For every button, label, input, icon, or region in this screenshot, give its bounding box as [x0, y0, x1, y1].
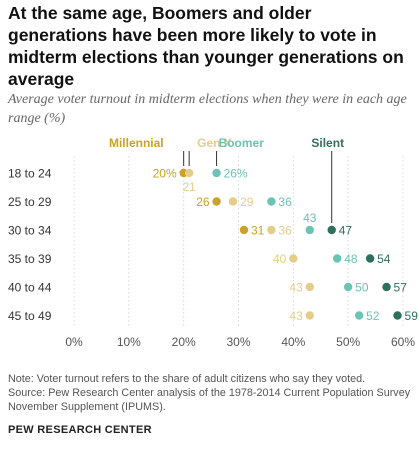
legend-label: Boomer — [219, 136, 265, 150]
data-label: 21 — [182, 180, 196, 194]
category-label: 25 to 29 — [8, 195, 52, 209]
data-label: 31 — [251, 224, 265, 238]
x-tick-label: 30% — [226, 335, 250, 349]
category-label: 30 to 34 — [8, 224, 52, 238]
data-label: 54 — [377, 252, 391, 266]
category-label: 45 to 49 — [8, 309, 52, 323]
data-point — [365, 254, 375, 263]
chart-title: At the same age, Boomers and older gener… — [8, 3, 404, 89]
category-label: 40 to 44 — [8, 281, 52, 295]
data-point — [212, 197, 221, 206]
data-label: 26% — [224, 167, 248, 181]
data-point — [305, 282, 314, 292]
data-point — [305, 311, 314, 320]
data-point — [327, 225, 336, 235]
data-label: 36 — [278, 224, 292, 238]
chart-note: Note: Voter turnout refers to the share … — [8, 373, 366, 385]
data-label: 43 — [289, 281, 303, 295]
data-point — [184, 168, 194, 178]
x-tick-label: 0% — [65, 335, 83, 349]
x-tick-label: 10% — [117, 335, 141, 349]
data-point — [354, 311, 364, 320]
data-label: 26 — [196, 195, 210, 209]
data-label: 43 — [289, 309, 303, 323]
data-label: 29 — [240, 195, 254, 209]
data-point — [228, 197, 238, 206]
data-point — [212, 168, 221, 178]
x-tick-label: 60% — [391, 335, 415, 349]
data-point — [289, 254, 298, 263]
data-label: 48 — [344, 252, 358, 266]
data-label: 47 — [339, 224, 353, 238]
organization-name: PEW RESEARCH CENTER — [8, 424, 152, 436]
category-label: 18 to 24 — [8, 167, 52, 181]
data-point — [333, 254, 342, 263]
data-label: 59 — [405, 309, 419, 323]
legend-label: Gen X — [197, 136, 232, 150]
data-label: 20% — [153, 167, 177, 181]
x-tick-label: 20% — [172, 335, 196, 349]
category-label: 35 to 39 — [8, 252, 52, 266]
dot-plot: 18 to 24 25 to 29 30 to 34 35 to 39 40 to 44… — [8, 136, 419, 349]
legend-label: Millennial — [109, 136, 164, 150]
data-label: 52 — [366, 309, 380, 323]
data-label: 40 — [273, 252, 287, 266]
x-tick-label: 40% — [281, 335, 305, 349]
x-tick-label: 50% — [336, 335, 360, 349]
data-point — [305, 225, 314, 235]
legend-label: Silent — [311, 136, 344, 150]
chart-source: Source: Pew Research Center analysis of … — [8, 387, 411, 413]
data-point — [267, 225, 276, 235]
data-label: 43 — [303, 211, 317, 225]
data-point — [382, 282, 391, 292]
data-point — [343, 282, 353, 292]
data-label: 50 — [355, 281, 369, 295]
data-label: 57 — [394, 281, 408, 295]
chart-subtitle: Average voter turnout in midterm electio… — [8, 92, 407, 126]
data-point — [239, 225, 249, 235]
data-point — [267, 197, 276, 206]
data-point — [393, 311, 402, 320]
data-label: 36 — [278, 195, 292, 209]
